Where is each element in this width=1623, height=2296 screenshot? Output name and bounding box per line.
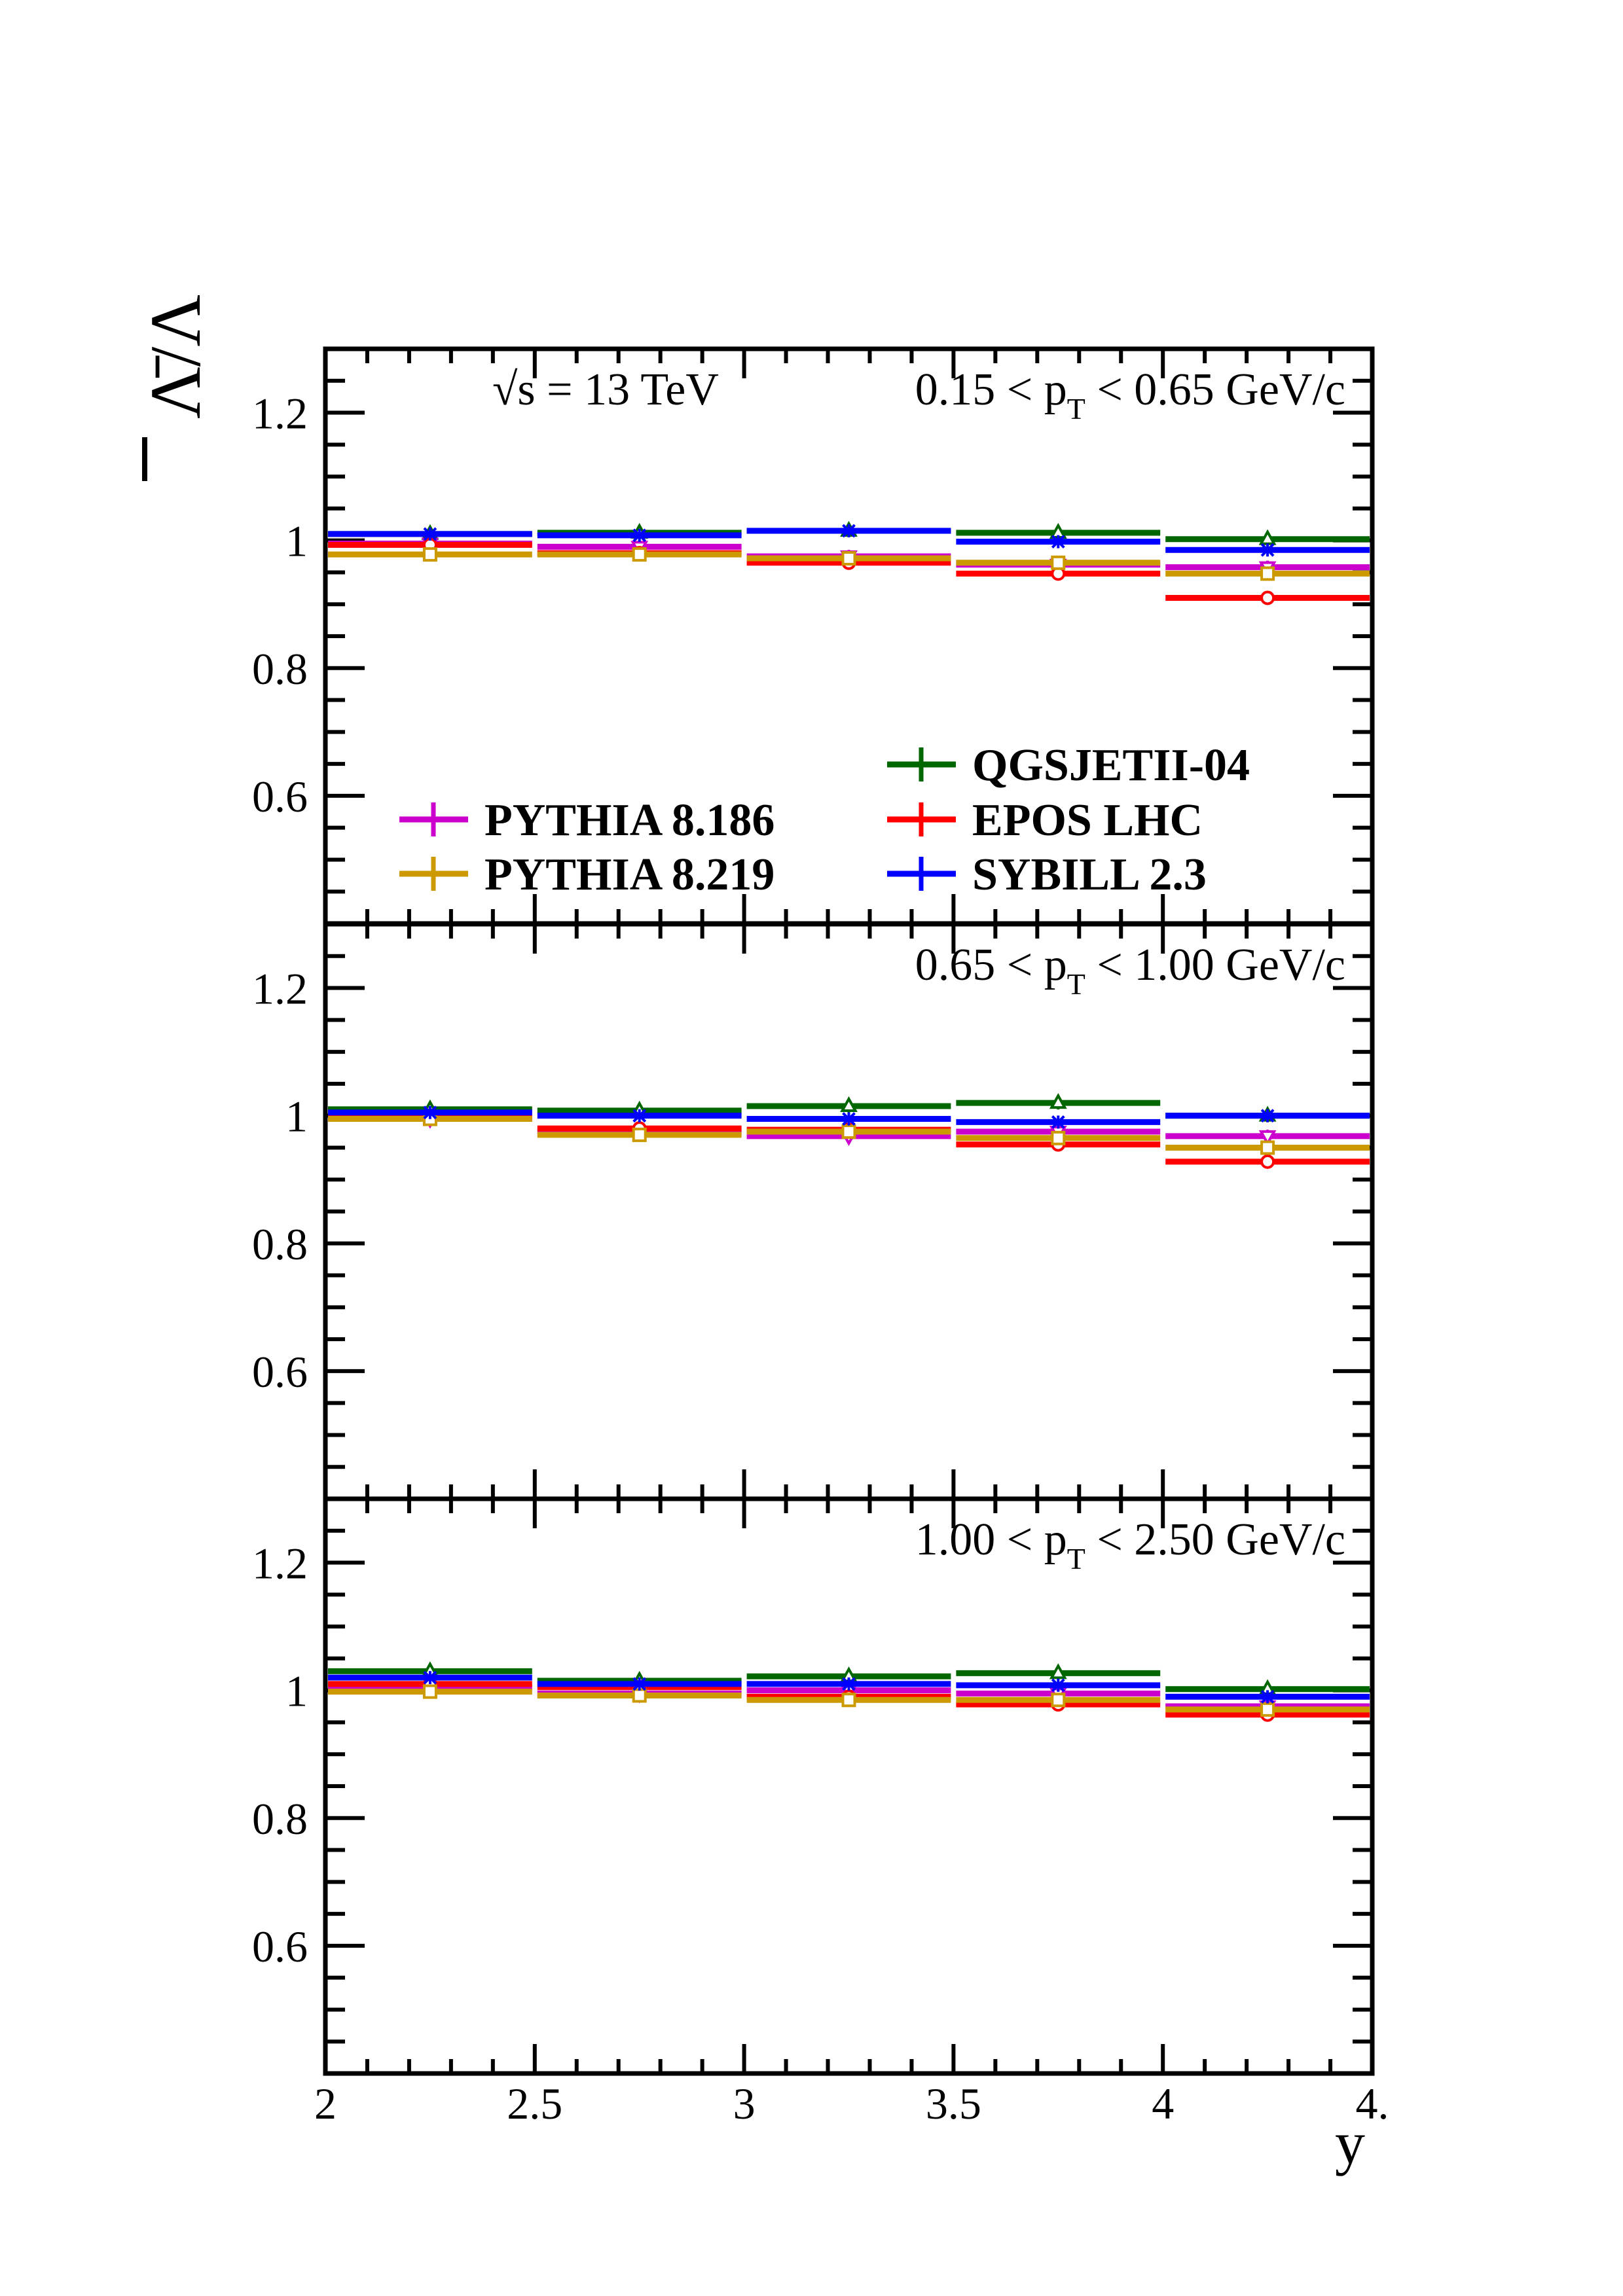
legend-label: QGSJETII-04 [972, 740, 1250, 791]
data-point [632, 547, 647, 562]
x-tick-label: 3 [733, 2079, 756, 2128]
data-point [1049, 1663, 1067, 1679]
series-pythia-8-219 [328, 1684, 1370, 1717]
x-tick-label: 3.5 [926, 2079, 981, 2128]
legend-entry: PYTHIA 8.219 [399, 850, 775, 900]
data-point [632, 1127, 647, 1142]
legend-entry: PYTHIA 8.186 [399, 795, 775, 846]
data-point [632, 1677, 647, 1691]
y-tick-label: 1.2 [252, 389, 308, 439]
data-point [423, 1670, 437, 1685]
data-point [1260, 566, 1275, 581]
data-point [1051, 535, 1065, 549]
data-point [1260, 1702, 1275, 1717]
panel-3-range-label: 1.00 < pT < 2.50 GeV/c [915, 1515, 1345, 1575]
series-pythia-8-219 [328, 1111, 1370, 1155]
data-point [1260, 543, 1275, 557]
y-tick-label: 0.8 [252, 1794, 308, 1844]
energy-label: √s = 13 TeV [492, 365, 719, 415]
data-point [842, 524, 856, 538]
y-tick-label: 0.8 [252, 644, 308, 694]
data-point [632, 1688, 647, 1703]
legend-entry: SYBILL 2.3 [887, 850, 1207, 900]
x-tick-label: 2 [314, 2079, 337, 2128]
data-point [1049, 1093, 1067, 1109]
y-tick-label: 1 [285, 516, 308, 566]
data-point [1051, 1693, 1066, 1708]
data-point [423, 1105, 437, 1120]
data-point [1051, 1678, 1065, 1693]
data-point [1051, 555, 1066, 570]
panel-1-range-label: 0.15 < pT < 0.65 GeV/c [915, 365, 1345, 425]
series-sybill-2-3 [328, 524, 1370, 557]
data-point [1051, 1115, 1065, 1129]
y-tick-label: 0.6 [252, 772, 308, 821]
x-tick-label: 2.5 [507, 2079, 562, 2128]
y-tick-label: 1.2 [252, 964, 308, 1014]
panel-3-frame [323, 1496, 1375, 2076]
data-point [422, 1684, 437, 1699]
y-tick-label: 0.6 [252, 1922, 308, 1971]
series-pythia-8-219 [328, 547, 1370, 581]
y-tick-label: 1 [285, 1092, 308, 1141]
y-axis-title: Λ̄/Λ [136, 295, 215, 419]
data-point [841, 1693, 856, 1708]
data-point [632, 528, 647, 543]
data-point [1260, 1140, 1275, 1155]
y-tick-label: 1.2 [252, 1539, 308, 1588]
data-point [422, 547, 437, 562]
legend-entry: EPOS LHC [887, 795, 1203, 846]
x-tick-label: 4 [1152, 2079, 1174, 2128]
data-point [1258, 1130, 1277, 1147]
legend-label: EPOS LHC [972, 795, 1203, 846]
data-point [1258, 529, 1277, 545]
x-axis-title: y [1335, 2109, 1365, 2176]
legend-label: PYTHIA 8.219 [484, 850, 775, 900]
data-point [842, 1677, 856, 1691]
y-tick-label: 0.8 [252, 1219, 308, 1269]
data-point [423, 527, 437, 541]
data-point [1260, 1109, 1275, 1123]
data-point [1260, 1154, 1275, 1169]
panel-2-range-label: 0.65 < pT < 1.00 GeV/c [915, 940, 1345, 1001]
panel-1-frame [323, 346, 1375, 926]
data-point [1051, 1130, 1066, 1145]
series-sybill-2-3 [328, 1670, 1370, 1704]
data-point [632, 1109, 647, 1123]
data-point [1260, 1690, 1275, 1704]
panel-2-frame [323, 922, 1375, 1501]
legend-entry: QGSJETII-04 [887, 740, 1250, 791]
legend-label: PYTHIA 8.186 [484, 795, 775, 846]
data-point [841, 550, 856, 565]
legend-label: SYBILL 2.3 [972, 850, 1207, 900]
y-tick-label: 0.6 [252, 1347, 308, 1397]
data-point [1260, 590, 1275, 605]
data-point [841, 1124, 856, 1139]
data-point [842, 1112, 856, 1126]
x-tick-label: 4. [1356, 2079, 1389, 2128]
data-point [840, 1096, 858, 1113]
y-tick-label: 1 [285, 1666, 308, 1716]
series-sybill-2-3 [328, 1105, 1370, 1129]
